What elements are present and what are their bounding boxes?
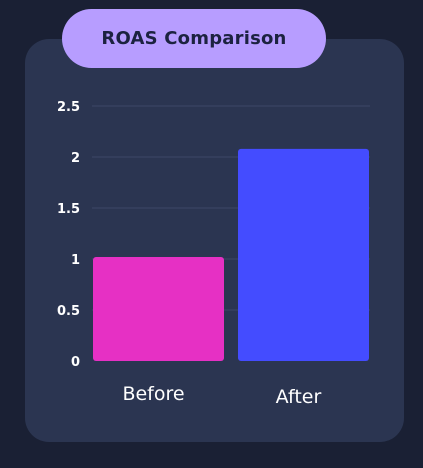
y-tick-label: 2.5: [57, 100, 80, 115]
chart-title: ROAS Comparison: [62, 9, 326, 68]
x-axis-labels: Before After: [122, 383, 321, 408]
y-tick-label: 0: [71, 355, 80, 370]
y-tick-label: 0.5: [57, 304, 80, 319]
y-tick-label: 2: [71, 151, 80, 166]
y-axis-ticks: 0 0.5 1 1.5 2 2.5: [57, 100, 80, 370]
bar-after: [238, 148, 369, 361]
x-category-label: After: [276, 386, 322, 408]
x-category-label: Before: [122, 383, 184, 405]
y-tick-label: 1: [71, 253, 80, 268]
bars: [93, 148, 369, 361]
y-tick-label: 1.5: [57, 202, 80, 217]
bar-before: [93, 256, 224, 361]
